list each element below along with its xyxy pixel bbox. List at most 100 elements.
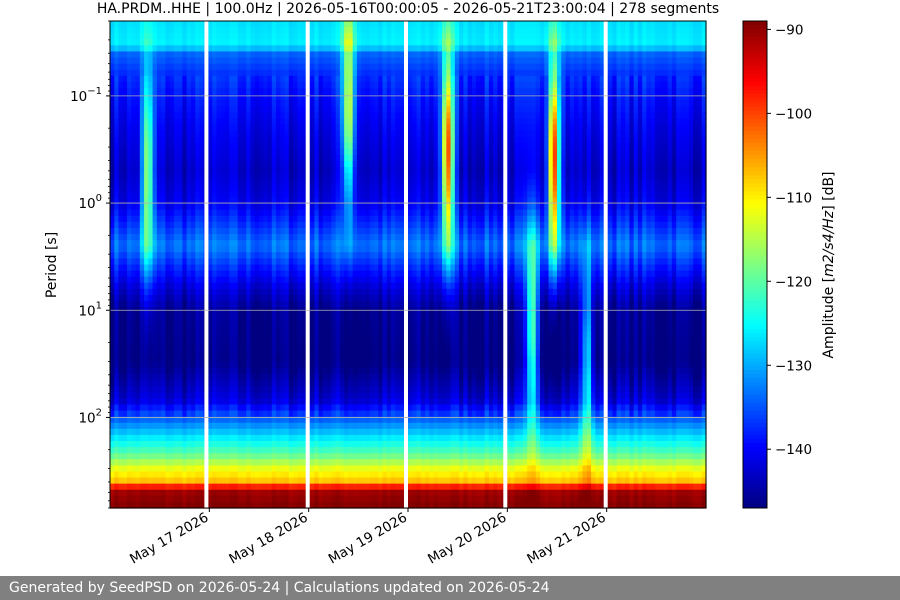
heatmap-cell bbox=[182, 179, 188, 186]
heatmap-cell bbox=[322, 154, 328, 162]
heatmap-cell bbox=[118, 51, 124, 59]
heatmap-cell bbox=[365, 173, 371, 180]
heatmap-cell bbox=[688, 63, 694, 71]
heatmap-cell bbox=[450, 87, 456, 95]
heatmap-cell bbox=[352, 69, 358, 77]
heatmap-cell bbox=[663, 124, 669, 132]
heatmap-cell bbox=[544, 197, 550, 205]
heatmap-cell bbox=[608, 63, 613, 71]
heatmap-cell bbox=[586, 124, 592, 132]
heatmap-cell bbox=[216, 75, 222, 83]
heatmap-cell bbox=[267, 94, 273, 101]
heatmap-cell bbox=[531, 136, 537, 144]
heatmap-cell bbox=[522, 51, 528, 59]
heatmap-cell bbox=[548, 63, 554, 71]
heatmap-cell bbox=[454, 215, 460, 223]
heatmap-cell bbox=[527, 191, 533, 199]
heatmap-cell bbox=[118, 63, 124, 71]
heatmap-cell bbox=[322, 148, 328, 156]
heatmap-cell bbox=[446, 27, 452, 34]
heatmap-cell bbox=[433, 75, 439, 83]
heatmap-cell bbox=[667, 142, 673, 150]
heatmap-cell bbox=[352, 33, 358, 40]
heatmap-cell bbox=[339, 87, 345, 95]
heatmap-cell bbox=[442, 118, 447, 126]
heatmap-cell bbox=[224, 94, 230, 101]
heatmap-cell bbox=[625, 203, 630, 211]
heatmap-cell bbox=[450, 39, 456, 46]
heatmap-cell bbox=[544, 167, 550, 174]
heatmap-cell bbox=[365, 227, 371, 235]
heatmap-cell bbox=[667, 167, 673, 174]
heatmap-cell bbox=[233, 215, 239, 223]
heatmap-cell bbox=[497, 118, 503, 126]
heatmap-cell bbox=[322, 27, 328, 34]
heatmap-cell bbox=[344, 167, 349, 174]
heatmap-cell bbox=[488, 33, 494, 40]
heatmap-cell bbox=[263, 39, 269, 46]
heatmap-cell bbox=[429, 75, 435, 83]
heatmap-cell bbox=[361, 136, 367, 144]
heatmap-cell bbox=[352, 87, 358, 95]
heatmap-cell bbox=[344, 154, 349, 162]
heatmap-cell bbox=[144, 63, 149, 71]
heatmap-cell bbox=[229, 106, 235, 113]
heatmap-cell bbox=[169, 45, 175, 53]
heatmap-cell bbox=[505, 100, 511, 107]
heatmap-cell bbox=[531, 87, 537, 95]
heatmap-cell bbox=[408, 161, 413, 168]
heatmap-cell bbox=[586, 112, 592, 119]
heatmap-cell bbox=[599, 45, 605, 53]
heatmap-cell bbox=[356, 106, 362, 113]
heatmap-cell bbox=[224, 130, 230, 138]
heatmap-cell bbox=[148, 185, 154, 193]
heatmap-cell bbox=[156, 173, 162, 180]
heatmap-cell bbox=[463, 27, 469, 34]
heatmap-cell bbox=[314, 118, 320, 126]
heatmap-cell bbox=[378, 142, 384, 150]
heatmap-cell bbox=[450, 100, 456, 107]
heatmap-cell bbox=[608, 100, 613, 107]
heatmap-cell bbox=[671, 124, 677, 132]
heatmap-cell bbox=[178, 63, 183, 71]
heatmap-cell bbox=[467, 173, 473, 180]
heatmap-cell bbox=[425, 185, 430, 193]
heatmap-cell bbox=[378, 234, 384, 241]
heatmap-cell bbox=[395, 197, 401, 205]
heatmap-cell bbox=[178, 21, 183, 28]
heatmap-cell bbox=[390, 33, 396, 40]
heatmap-cell bbox=[207, 197, 213, 205]
heatmap-cell bbox=[161, 234, 166, 241]
heatmap-cell bbox=[493, 75, 498, 83]
heatmap-cell bbox=[139, 221, 145, 229]
heatmap-cell bbox=[135, 112, 141, 119]
heatmap-cell bbox=[552, 179, 558, 186]
heatmap-cell bbox=[224, 63, 230, 71]
heatmap-cell bbox=[480, 63, 486, 71]
heatmap-cell bbox=[416, 100, 422, 107]
heatmap-cell bbox=[135, 124, 141, 132]
heatmap-cell bbox=[633, 185, 639, 193]
heatmap-cell bbox=[620, 136, 626, 144]
heatmap-cell bbox=[127, 130, 132, 138]
heatmap-cell bbox=[595, 21, 601, 28]
heatmap-cell bbox=[680, 39, 686, 46]
heatmap-cell bbox=[701, 148, 707, 156]
heatmap-cell bbox=[178, 45, 183, 53]
heatmap-cell bbox=[637, 215, 643, 223]
heatmap-cell bbox=[271, 69, 277, 77]
heatmap-cell bbox=[229, 118, 235, 126]
heatmap-cell bbox=[156, 148, 162, 156]
heatmap-cell bbox=[676, 179, 682, 186]
heatmap-cell bbox=[552, 185, 558, 193]
heatmap-cell bbox=[569, 167, 575, 174]
heatmap-cell bbox=[195, 69, 200, 77]
heatmap-cell bbox=[629, 112, 635, 119]
heatmap-cell bbox=[663, 197, 669, 205]
heatmap-cell bbox=[446, 154, 452, 162]
heatmap-cell bbox=[156, 142, 162, 150]
heatmap-cell bbox=[586, 33, 592, 40]
heatmap-cell bbox=[522, 21, 528, 28]
heatmap-cell bbox=[237, 106, 243, 113]
heatmap-cell bbox=[493, 57, 498, 65]
